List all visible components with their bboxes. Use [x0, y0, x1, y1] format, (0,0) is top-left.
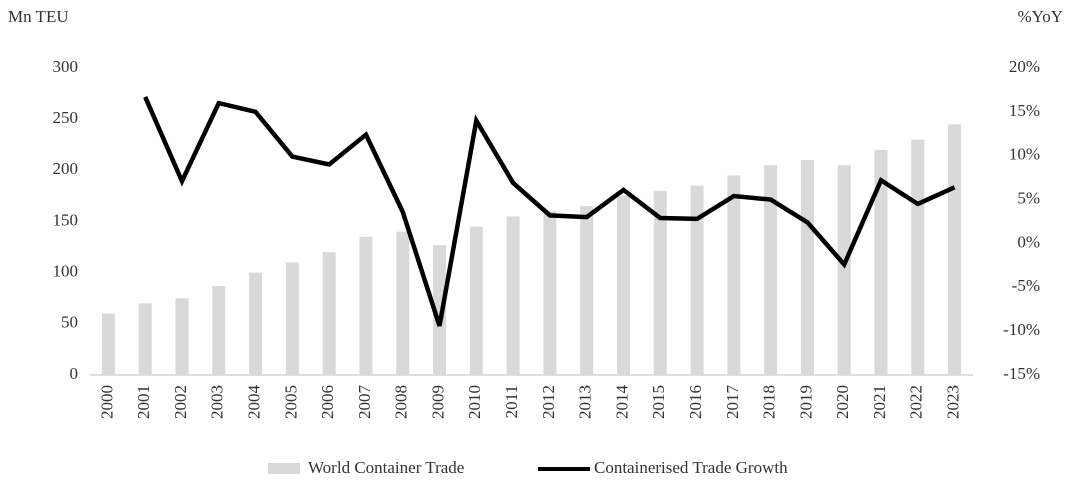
x-tick-label: 2005 — [281, 385, 300, 419]
x-tick-label: 2016 — [686, 385, 705, 419]
legend-swatch — [268, 463, 300, 474]
bar — [543, 211, 557, 375]
x-tick-label: 2006 — [318, 385, 337, 419]
x-tick-label: 2003 — [208, 385, 227, 419]
x-tick-label: 2022 — [907, 385, 926, 419]
bar — [359, 236, 373, 375]
bar — [138, 303, 152, 375]
y-axis-label: Mn TEU — [8, 7, 69, 26]
y-tick-label: 200 — [53, 159, 79, 178]
line — [143, 96, 956, 327]
x-tick-label: 2000 — [97, 385, 116, 419]
x-tick-label: 2018 — [760, 385, 779, 419]
bar — [800, 160, 814, 375]
x-tick-label: 2020 — [833, 385, 852, 419]
bar — [948, 124, 962, 376]
y-tick-label: 50 — [61, 313, 78, 332]
bar — [727, 175, 741, 375]
y2-tick-label: 0% — [1017, 232, 1040, 251]
bar — [469, 226, 483, 375]
y-tick-label: 100 — [53, 262, 79, 281]
x-tick-label: 2019 — [796, 385, 815, 419]
bar — [580, 206, 594, 375]
bar — [616, 195, 630, 375]
x-tick-label: 2012 — [539, 385, 558, 419]
bar — [653, 190, 667, 375]
x-tick-label: 2023 — [944, 385, 963, 419]
bar — [249, 272, 263, 375]
x-tick-label: 2011 — [502, 385, 521, 418]
x-tick-label: 2009 — [428, 385, 447, 419]
x-tick-label: 2010 — [465, 385, 484, 419]
y2-tick-label: 10% — [1009, 145, 1040, 164]
bar — [911, 139, 925, 375]
bar — [322, 252, 336, 375]
bar — [874, 149, 888, 375]
bar — [764, 165, 778, 375]
bar — [212, 285, 226, 375]
legend-label: Containerised Trade Growth — [594, 458, 788, 477]
bar — [101, 313, 115, 375]
y2-tick-label: 5% — [1017, 188, 1040, 207]
bar — [396, 231, 410, 375]
y2-tick-label: -5% — [1012, 276, 1040, 295]
x-tick-label: 2017 — [723, 385, 742, 420]
bar — [690, 185, 704, 375]
x-tick-label: 2008 — [392, 385, 411, 419]
y-tick-label: 150 — [53, 210, 79, 229]
y2-tick-label: -15% — [1003, 364, 1040, 383]
y2-tick-label: 20% — [1009, 57, 1040, 76]
bar — [837, 165, 851, 375]
y2-tick-label: 15% — [1009, 101, 1040, 120]
x-tick-label: 2002 — [171, 385, 190, 419]
x-tick-label: 2004 — [244, 385, 263, 420]
bar — [285, 262, 299, 375]
y2-tick-label: -10% — [1003, 320, 1040, 339]
y-tick-label: 300 — [53, 57, 79, 76]
bar — [175, 298, 189, 375]
x-tick-label: 2014 — [612, 385, 631, 420]
x-tick-label: 2015 — [649, 385, 668, 419]
bar — [433, 245, 447, 375]
bar — [506, 216, 520, 375]
y-tick-label: 250 — [53, 108, 79, 127]
y-tick-label: 0 — [70, 364, 79, 383]
x-tick-label: 2001 — [134, 385, 153, 419]
x-tick-label: 2007 — [355, 385, 374, 420]
legend-label: World Container Trade — [308, 458, 464, 477]
x-tick-label: 2021 — [870, 385, 889, 419]
y2-axis-label: %YoY — [1017, 7, 1063, 26]
x-tick-label: 2013 — [576, 385, 595, 419]
